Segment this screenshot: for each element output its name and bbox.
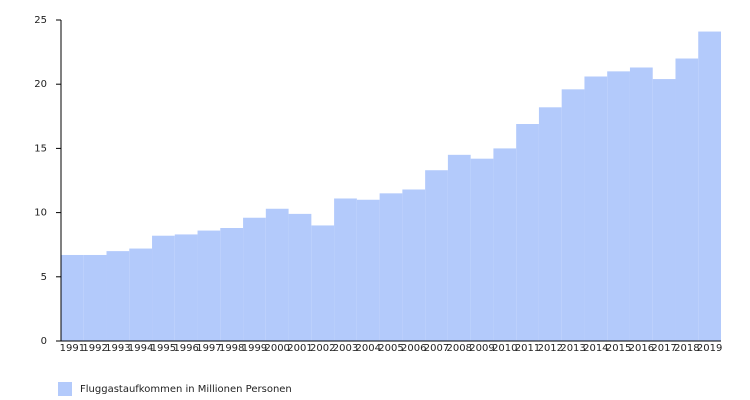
bar: [379, 193, 403, 341]
x-tick-label: 2002: [310, 343, 335, 354]
y-tick-label: 0: [41, 336, 47, 347]
bar: [447, 154, 471, 341]
x-tick-label: 1998: [219, 343, 244, 354]
x-tick-label: 2000: [264, 343, 289, 354]
bar: [675, 58, 699, 342]
x-tick-label: 2018: [674, 343, 699, 354]
x-tick-label: 2015: [606, 343, 631, 354]
x-tick-label: 2013: [560, 343, 585, 354]
bar: [334, 198, 357, 341]
bar: [288, 213, 312, 341]
x-tick-label: 2003: [333, 343, 358, 354]
x-tick-label: 2001: [287, 343, 312, 354]
x-tick-label: 2004: [356, 343, 381, 354]
bar: [584, 76, 608, 341]
bar: [129, 248, 153, 341]
x-tick-label: 2006: [401, 343, 426, 354]
bar: [197, 230, 221, 341]
bar: [470, 158, 494, 341]
x-tick-label: 2009: [469, 343, 494, 354]
x-tick-label: 2011: [515, 343, 540, 354]
bar: [356, 199, 380, 341]
x-tick-label: 2019: [697, 343, 722, 354]
bar: [652, 79, 676, 342]
y-tick-label: 10: [34, 208, 47, 219]
bar: [698, 31, 721, 341]
bar: [629, 67, 653, 342]
y-tick-label: 25: [34, 15, 47, 26]
x-tick-label: 2014: [583, 343, 608, 354]
x-tick-label: 2012: [538, 343, 563, 354]
y-tick-label: 5: [41, 272, 47, 283]
bar: [152, 235, 175, 341]
bar: [516, 124, 539, 341]
x-tick-label: 1996: [173, 343, 198, 354]
bar: [561, 89, 585, 341]
bar: [174, 234, 198, 341]
bar: [61, 254, 84, 341]
y-tick-label: 15: [34, 143, 47, 154]
bar: [311, 225, 335, 341]
bar: [83, 254, 107, 341]
bar: [106, 251, 130, 341]
x-tick-label: 2005: [378, 343, 403, 354]
x-tick-label: 1994: [128, 343, 153, 354]
x-tick-label: 1999: [242, 343, 267, 354]
bar: [607, 71, 630, 342]
legend-swatch: [58, 382, 72, 396]
x-tick-label: 2007: [424, 343, 449, 354]
x-tick-label: 1995: [151, 343, 176, 354]
x-tick-label: 2008: [447, 343, 472, 354]
bar: [220, 228, 244, 341]
x-tick-label: 2016: [629, 343, 654, 354]
bar: [243, 217, 266, 341]
bar: [493, 148, 517, 341]
x-tick-label: 1993: [105, 343, 130, 354]
x-tick-label: 1992: [82, 343, 107, 354]
bar: [265, 208, 289, 341]
x-tick-label: 2017: [651, 343, 676, 354]
bar: [425, 170, 448, 341]
x-tick-label: 2010: [492, 343, 517, 354]
legend-label: Fluggastaufkommen in Millionen Personen: [80, 384, 292, 395]
bar: [538, 107, 562, 341]
y-tick-label: 20: [34, 79, 47, 90]
x-tick-label: 1991: [60, 343, 85, 354]
x-tick-label: 1997: [196, 343, 221, 354]
bar: [402, 189, 426, 341]
